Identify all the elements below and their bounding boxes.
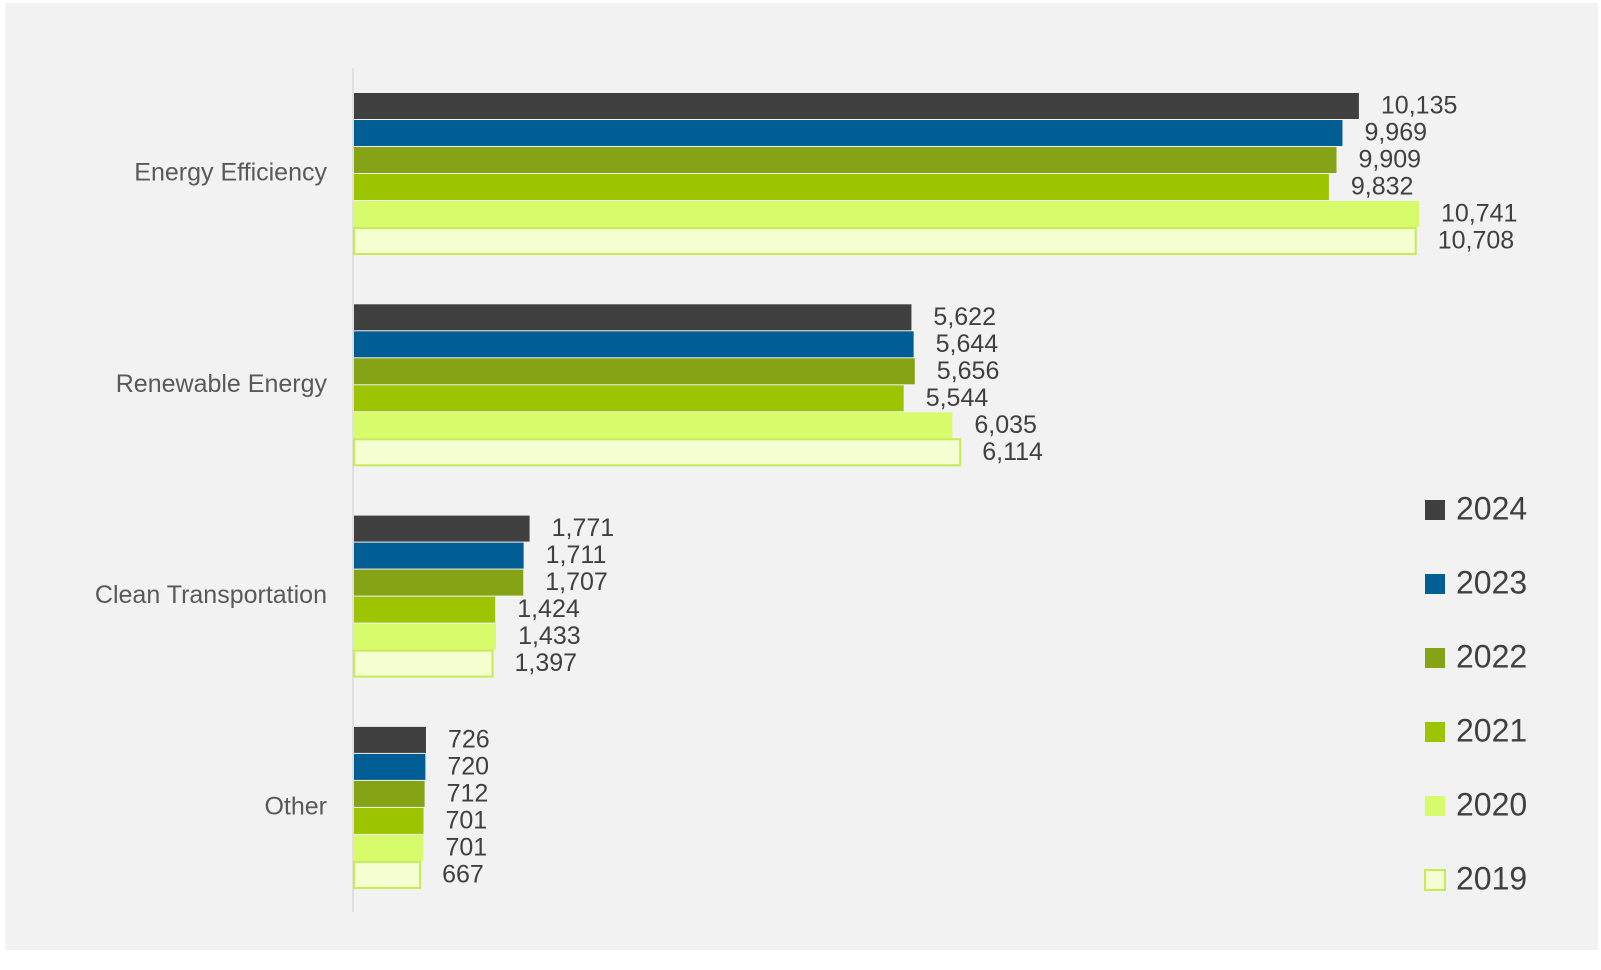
legend-label-2021: 2021 bbox=[1456, 712, 1527, 748]
category-label-renewable-energy: Renewable Energy bbox=[116, 370, 328, 398]
bar-other-2023 bbox=[354, 753, 426, 780]
bar-energy-efficiency-2021 bbox=[354, 174, 1329, 200]
data-label-renewable-energy-2023: 5,644 bbox=[936, 330, 999, 358]
data-label-energy-efficiency-2024: 10,135 bbox=[1381, 92, 1457, 120]
bars-layer bbox=[353, 93, 1419, 889]
legend-swatch-2020 bbox=[1425, 796, 1445, 816]
bar-clean-transportation-2022 bbox=[354, 569, 524, 596]
data-label-renewable-energy-2019: 6,114 bbox=[982, 438, 1043, 466]
data-label-clean-transportation-2022: 1,707 bbox=[545, 568, 608, 596]
legend-label-2023: 2023 bbox=[1456, 564, 1527, 600]
data-label-other-2024: 726 bbox=[448, 726, 490, 754]
legend-swatch-2024 bbox=[1425, 500, 1445, 520]
data-label-energy-efficiency-2020: 10,741 bbox=[1441, 200, 1517, 228]
bar-energy-efficiency-2020 bbox=[354, 201, 1419, 227]
bar-renewable-energy-2021 bbox=[354, 385, 904, 412]
legend-label-2024: 2024 bbox=[1456, 490, 1527, 526]
category-label-energy-efficiency: Energy Efficiency bbox=[134, 159, 327, 187]
data-label-clean-transportation-2020: 1,433 bbox=[518, 622, 581, 650]
bar-clean-transportation-2023 bbox=[354, 542, 524, 569]
legend-label-2020: 2020 bbox=[1456, 786, 1527, 822]
bar-other-2019 bbox=[353, 860, 422, 889]
bar-renewable-energy-2020 bbox=[354, 412, 953, 439]
data-label-energy-efficiency-2019: 10,708 bbox=[1438, 227, 1514, 255]
data-label-renewable-energy-2020: 6,035 bbox=[974, 411, 1037, 439]
data-label-energy-efficiency-2023: 9,969 bbox=[1364, 119, 1427, 147]
bar-clean-transportation-2020 bbox=[354, 623, 497, 650]
bar-other-2022 bbox=[354, 780, 425, 807]
data-label-other-2022: 712 bbox=[447, 780, 489, 808]
data-label-clean-transportation-2023: 1,711 bbox=[546, 541, 607, 569]
bar-energy-efficiency-2023 bbox=[354, 120, 1343, 146]
legend: 2024 2023 2022 2021 2020 2019 bbox=[1424, 490, 1527, 896]
data-label-clean-transportation-2024: 1,771 bbox=[552, 514, 615, 542]
bar-clean-transportation-2021 bbox=[354, 596, 496, 623]
data-label-other-2021: 701 bbox=[446, 807, 488, 835]
legend-swatch-2021 bbox=[1425, 722, 1445, 742]
legend-swatch-2023 bbox=[1425, 574, 1445, 594]
legend-swatch-2022 bbox=[1425, 648, 1445, 668]
legend-label-2019: 2019 bbox=[1456, 860, 1527, 896]
data-label-other-2019: 667 bbox=[442, 861, 484, 889]
data-label-renewable-energy-2021: 5,544 bbox=[926, 384, 989, 412]
legend-label-2022: 2022 bbox=[1456, 638, 1527, 674]
bar-other-2021 bbox=[354, 807, 424, 834]
bar-energy-efficiency-2022 bbox=[354, 147, 1337, 173]
data-label-clean-transportation-2021: 1,424 bbox=[517, 595, 580, 623]
bar-energy-efficiency-2024 bbox=[354, 93, 1359, 119]
data-label-renewable-energy-2024: 5,622 bbox=[933, 303, 996, 331]
bar-renewable-energy-2022 bbox=[354, 358, 915, 385]
bar-clean-transportation-2019 bbox=[353, 649, 494, 678]
bar-renewable-energy-2023 bbox=[354, 331, 914, 358]
data-label-other-2023: 720 bbox=[447, 753, 489, 781]
data-label-renewable-energy-2022: 5,656 bbox=[937, 357, 1000, 385]
bar-energy-efficiency-2019 bbox=[353, 227, 1417, 255]
bar-other-2020 bbox=[354, 834, 424, 861]
bar-clean-transportation-2024 bbox=[354, 515, 530, 542]
category-label-clean-transportation: Clean Transportation bbox=[95, 581, 327, 609]
data-label-other-2020: 701 bbox=[446, 834, 488, 862]
category-label-other: Other bbox=[264, 793, 327, 821]
data-label-energy-efficiency-2021: 9,832 bbox=[1351, 173, 1414, 201]
bar-renewable-energy-2024 bbox=[354, 304, 912, 331]
bar-renewable-energy-2019 bbox=[353, 438, 962, 467]
data-label-energy-efficiency-2022: 9,909 bbox=[1359, 146, 1422, 174]
legend-swatch-2019 bbox=[1424, 869, 1446, 891]
bar-other-2024 bbox=[354, 726, 426, 753]
data-label-clean-transportation-2019: 1,397 bbox=[515, 649, 578, 677]
